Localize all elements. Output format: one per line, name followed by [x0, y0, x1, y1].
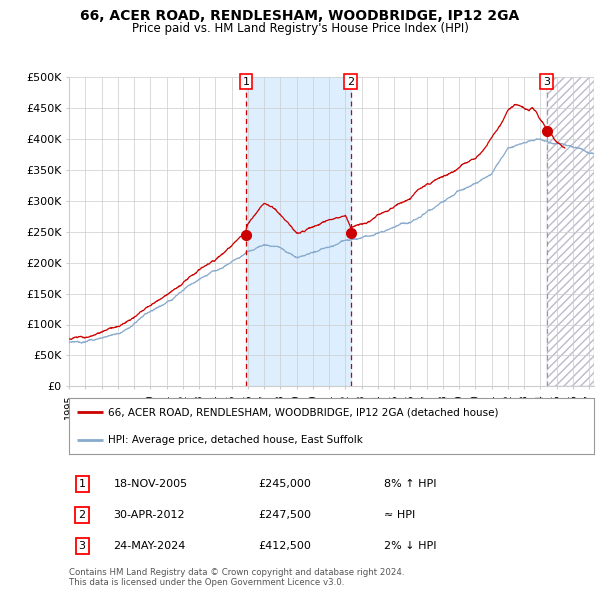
Text: 66, ACER ROAD, RENDLESHAM, WOODBRIDGE, IP12 2GA: 66, ACER ROAD, RENDLESHAM, WOODBRIDGE, I… [80, 9, 520, 23]
Text: 2: 2 [79, 510, 86, 520]
Text: 66, ACER ROAD, RENDLESHAM, WOODBRIDGE, IP12 2GA (detached house): 66, ACER ROAD, RENDLESHAM, WOODBRIDGE, I… [109, 407, 499, 417]
Text: 3: 3 [79, 541, 86, 551]
Text: £412,500: £412,500 [258, 541, 311, 551]
Text: This data is licensed under the Open Government Licence v3.0.: This data is licensed under the Open Gov… [69, 578, 344, 587]
Text: Price paid vs. HM Land Registry's House Price Index (HPI): Price paid vs. HM Land Registry's House … [131, 22, 469, 35]
Text: 3: 3 [543, 77, 550, 87]
Text: 24-MAY-2024: 24-MAY-2024 [113, 541, 186, 551]
Text: Contains HM Land Registry data © Crown copyright and database right 2024.: Contains HM Land Registry data © Crown c… [69, 568, 404, 576]
Text: 1: 1 [79, 478, 86, 489]
Text: 18-NOV-2005: 18-NOV-2005 [113, 478, 188, 489]
Text: 30-APR-2012: 30-APR-2012 [113, 510, 185, 520]
Text: HPI: Average price, detached house, East Suffolk: HPI: Average price, detached house, East… [109, 435, 363, 445]
Bar [246, 77, 350, 386]
Bar [547, 77, 594, 386]
Text: 1: 1 [242, 77, 250, 87]
Text: £247,500: £247,500 [258, 510, 311, 520]
Text: 8% ↑ HPI: 8% ↑ HPI [384, 478, 437, 489]
Text: £245,000: £245,000 [258, 478, 311, 489]
Text: 2: 2 [347, 77, 354, 87]
Text: 2% ↓ HPI: 2% ↓ HPI [384, 541, 437, 551]
Text: ≈ HPI: ≈ HPI [384, 510, 415, 520]
